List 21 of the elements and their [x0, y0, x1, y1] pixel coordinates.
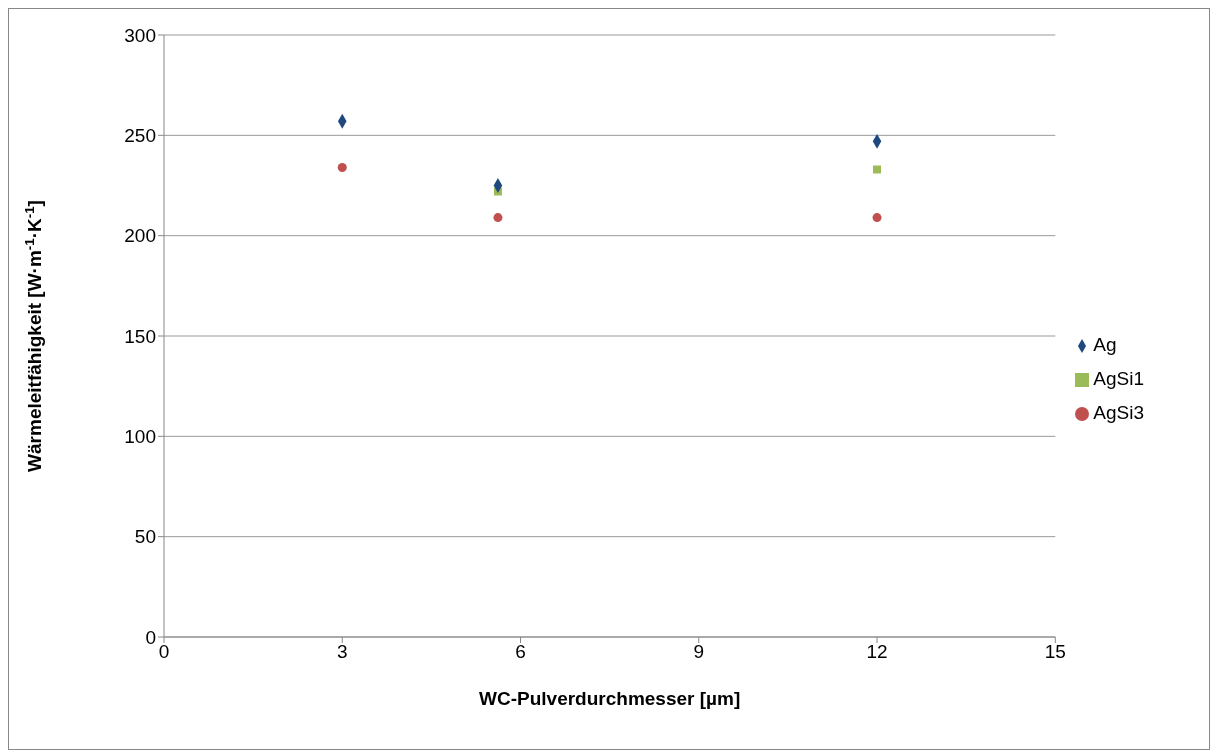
point [872, 213, 882, 223]
x-tick-label: 12 [866, 641, 888, 663]
point [337, 162, 347, 172]
y-tick-label: 100 [124, 426, 156, 448]
y-tick-label: 300 [124, 24, 156, 46]
legend-label: AgSi3 [1093, 402, 1144, 423]
point [873, 165, 882, 174]
y-tick-label: 50 [134, 526, 156, 548]
x-tick-label: 9 [693, 641, 705, 663]
point [493, 213, 503, 223]
x-tick-label: 6 [515, 641, 526, 663]
legend-label: AgSi1 [1093, 368, 1144, 389]
y-tick-label: 0 [145, 626, 156, 648]
y-tick-label: 150 [124, 325, 156, 347]
legend-label: Ag [1093, 334, 1117, 355]
x-axis-title: WC-Pulverdurchmesser [µm] [479, 688, 741, 709]
x-tick-label: 0 [158, 641, 170, 663]
y-tick-label: 250 [124, 125, 156, 147]
x-tick-label: 15 [1044, 641, 1066, 663]
y-tick-label: 200 [124, 225, 156, 247]
x-tick-label: 3 [336, 641, 348, 663]
